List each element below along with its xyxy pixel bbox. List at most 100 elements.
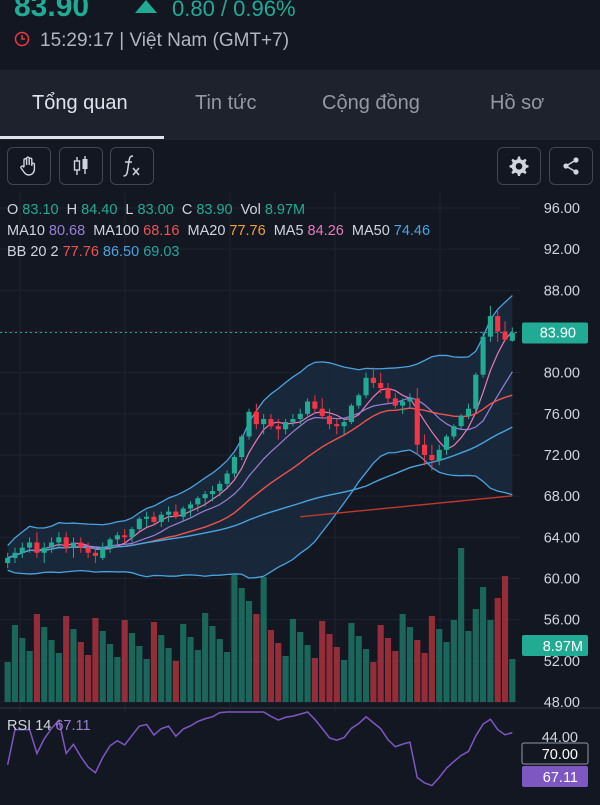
share-button[interactable] [549,147,593,185]
volume-bar [63,616,70,702]
candle-body [48,542,55,548]
volume-value: 8.97M [264,202,306,218]
candle-body [136,518,142,530]
price-axis-label: 92.00 [544,242,580,258]
volume-bar [311,658,318,702]
volume-bar [414,640,421,702]
ma10-line [7,371,513,559]
drawing-tool-button[interactable] [7,147,51,185]
volume-bar [465,631,472,702]
volume-bar [11,625,19,702]
volume-bar [128,633,136,702]
candle-body [92,552,98,556]
bb-label: BB 20 2 [7,244,59,260]
price-axis-label: 80.00 [544,366,580,382]
volume-bar [275,643,282,702]
volume-bar [370,662,377,702]
candle-body [334,424,340,427]
candle-body [451,426,457,437]
candle-body [70,542,77,548]
rsi-70-label: 70.00 [542,747,578,763]
high-label: H [66,202,78,218]
candle-body [465,408,472,416]
volume-bar [143,659,150,702]
tab-news[interactable]: Tin tức [195,92,257,114]
rsi-axis-label: 44.00 [542,730,578,746]
volume-bar [41,627,48,702]
price-axis: 96.0092.0088.0084.0080.0076.0072.0068.00… [522,201,588,711]
rsi-value-label: 67.11 [543,770,578,786]
chart-settings-button[interactable] [497,147,541,185]
volume-bar [282,656,289,702]
candle-body [400,401,406,406]
low-label: L [125,202,134,218]
volume-bar [406,627,414,702]
candle-body [392,398,398,406]
quote-header: 83.90 0.80 / 0.96% 15:29:17 | Việt Nam (… [0,0,600,70]
price-axis-label: 72.00 [544,448,580,464]
ma100-label: MA100 [93,223,140,239]
active-tab-indicator [0,136,164,139]
volume-bar [165,648,172,702]
tab-community[interactable]: Cộng đồng [322,92,420,114]
bollinger-fill [7,295,513,579]
volume-bar [487,620,494,702]
volume-bar [245,601,253,702]
candle-body [487,316,493,337]
chart-type-button[interactable] [59,147,103,185]
volume-bar [319,621,326,702]
candle-body [304,401,311,414]
volume-bar [392,651,399,702]
candle-body [370,377,376,383]
indicator-lines [0,295,520,579]
volume-bar [187,637,194,702]
ma20-value: 77.76 [229,223,266,239]
volume-bar [77,642,84,702]
ma100-line [300,495,513,518]
price-chart[interactable]: 96.0092.0088.0084.0080.0076.0072.0068.00… [0,192,600,800]
candle-body [202,494,208,499]
volume-bar [443,642,450,702]
ma10-value: 80.68 [48,223,86,239]
candle-body [100,547,106,558]
price-axis-label: 52.00 [544,654,580,670]
price-axis-label: 96.00 [544,201,580,217]
volume-bar [158,635,165,702]
volume-bar [26,651,33,702]
candle-body [268,418,274,427]
share-icon [563,157,579,175]
price-axis-label: 60.00 [544,572,580,588]
candle-body [209,491,216,495]
candle-body [473,374,479,409]
chart-canvas[interactable]: 96.0092.0088.0084.0080.0076.0072.0068.00… [0,192,600,800]
candle-body [239,436,245,458]
candle-body [144,516,150,519]
price-axis-label: 76.00 [544,407,580,423]
volume-bar [114,657,121,702]
ma100-value: 68.16 [143,223,180,239]
rsi-70-badge [521,742,589,765]
candle-body [363,377,369,396]
volume-bar [480,587,487,702]
tab-profile[interactable]: Hồ sơ [490,92,545,114]
candle-body [443,436,450,450]
volume-bar [202,613,209,702]
volume-bar [121,620,128,702]
volume-bar [458,548,465,702]
bollinger-lower-line [7,449,513,579]
volume-bar [33,614,40,702]
indicators-button[interactable] [110,147,154,185]
candle-body [122,535,128,538]
volume-bar [55,653,62,702]
volume-bar [297,632,304,702]
settings-icon [509,156,529,176]
open-value: 83.10 [22,202,59,218]
volume-bar [436,629,443,702]
volume-bar [333,647,340,702]
price-axis-label: 48.00 [544,695,580,711]
ma5-value: 84.26 [307,223,344,239]
candle-body [356,395,362,406]
volume-bar [355,636,362,702]
tab-overview[interactable]: Tổng quan [32,92,128,114]
candle-body [151,516,157,522]
